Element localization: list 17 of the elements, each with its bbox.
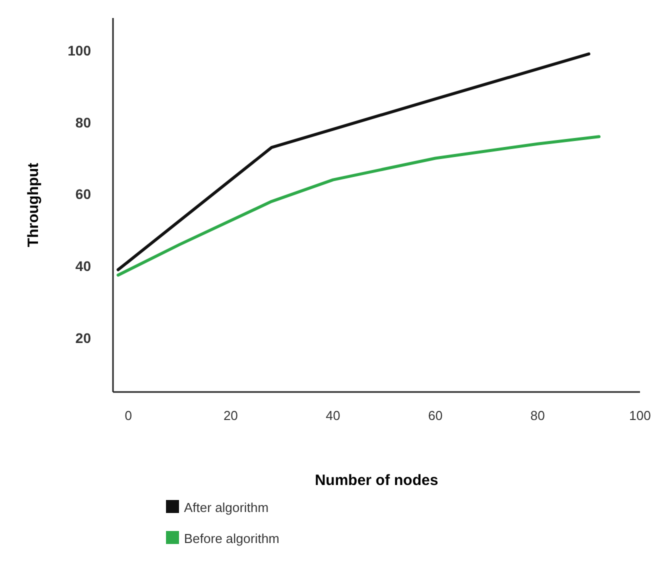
- x-tick-label: 80: [530, 408, 545, 423]
- y-tick-label: 40: [75, 258, 92, 274]
- x-tick-label: 100: [629, 408, 651, 423]
- y-tick-label: 100: [68, 42, 92, 58]
- y-tick-label: 80: [75, 114, 92, 130]
- x-tick-label: 40: [326, 408, 340, 423]
- y-tick-label: 60: [75, 186, 92, 202]
- y-tick-label: 20: [75, 330, 92, 346]
- legend-label: After algorithm: [184, 500, 269, 515]
- x-tick-label: 0: [124, 408, 132, 423]
- y-axis-title: Throughput: [25, 162, 42, 248]
- x-tick-label: 60: [428, 408, 443, 423]
- x-tick-label: 20: [223, 408, 238, 423]
- line-series: [116, 52, 590, 272]
- x-axis-title: Number of nodes: [314, 472, 438, 489]
- line-series: [116, 135, 601, 277]
- legend-label: Before algorithm: [184, 531, 280, 546]
